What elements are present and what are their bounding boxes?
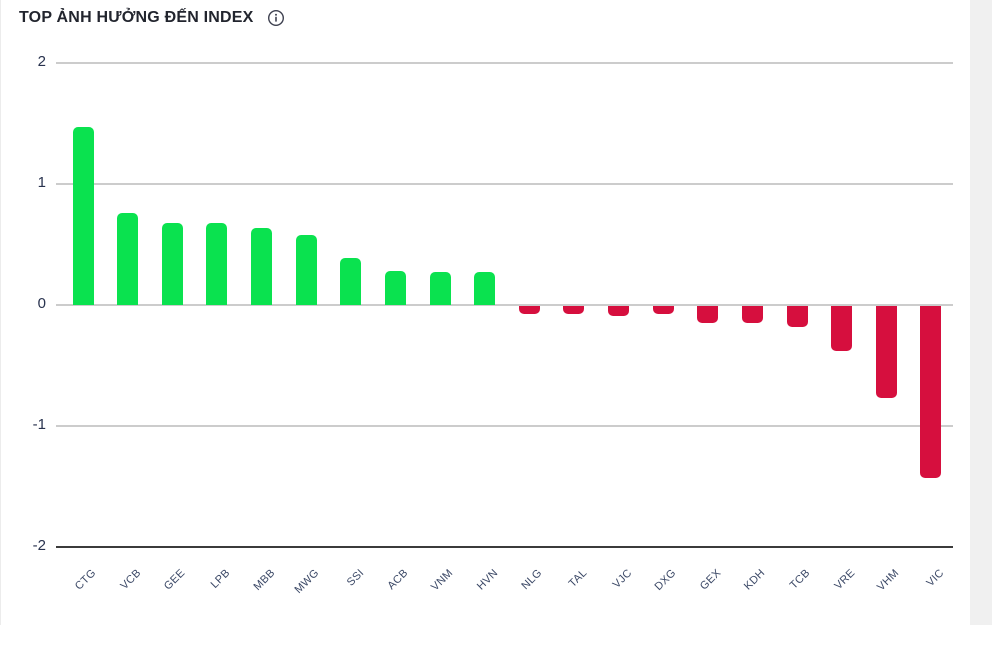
x-axis-label-vic: VIC (924, 567, 947, 590)
x-axis-label-mwg: MWG (292, 567, 322, 597)
x-axis-label-kdh: KDH (742, 567, 768, 593)
x-axis-label-tcb: TCB (787, 567, 813, 592)
y-axis-tick-label: 0 (37, 295, 46, 312)
gridline-y-2 (56, 62, 953, 64)
chart-title: TOP ẢNH HƯỞNG ĐẾN INDEX (19, 9, 254, 26)
bar-kdh[interactable] (741, 306, 763, 323)
bar-acb[interactable] (384, 271, 406, 305)
bar-gee[interactable] (161, 222, 183, 305)
chart-card: TOP ẢNH HƯỞNG ĐẾN INDEX 2 1 0 -1 -2 CTG VCB GEE… (0, 0, 992, 625)
y-axis-tick-label: -1 (32, 416, 46, 433)
x-axis-label-acb: ACB (385, 567, 411, 593)
bar-hvn[interactable] (474, 272, 496, 305)
bar-nlg[interactable] (518, 306, 540, 315)
bar-vic[interactable] (920, 306, 942, 478)
x-axis-label-vcb: VCB (117, 567, 144, 593)
bar-mbb[interactable] (251, 227, 273, 305)
x-axis-label-vhm: VHM (875, 567, 902, 594)
x-axis-label-gee: GEE (162, 567, 188, 593)
y-axis-tick-label: -2 (32, 537, 46, 554)
bar-tal[interactable] (563, 306, 585, 315)
bar-vcb[interactable] (117, 213, 139, 305)
bar-tcb[interactable] (786, 306, 808, 327)
bar-mwg[interactable] (295, 234, 317, 305)
gridline-y--1 (56, 425, 953, 427)
gridline-y--2 (56, 546, 953, 548)
x-axis-label-tal: TAL (566, 567, 590, 590)
gridline-y-0 (56, 304, 953, 306)
x-axis-label-vnm: VNM (429, 567, 456, 594)
bar-vnm[interactable] (429, 272, 451, 305)
bar-ctg[interactable] (72, 127, 94, 305)
bar-dxg[interactable] (652, 306, 674, 315)
x-axis-label-ctg: CTG (72, 567, 99, 593)
y-axis-tick-label: 1 (37, 174, 46, 191)
x-axis-label-nlg: NLG (519, 567, 545, 593)
bar-vre[interactable] (831, 306, 853, 351)
bar-vjc[interactable] (608, 306, 630, 316)
page-background-strip (970, 0, 992, 625)
bar-vhm[interactable] (875, 306, 897, 398)
chart-header: TOP ẢNH HƯỞNG ĐẾN INDEX (19, 9, 285, 27)
gridline-y-1 (56, 183, 953, 185)
x-axis-label-mbb: MBB (251, 567, 278, 593)
x-axis-label-ssi: SSI (344, 567, 367, 589)
x-axis-label-vre: VRE (832, 567, 858, 593)
x-axis-label-dxg: DXG (652, 567, 679, 593)
bar-chart: 2 1 0 -1 -2 CTG VCB GEE LPB MBB MWG SSI ACB VNM HVN NLG… (1, 0, 971, 625)
x-axis-label-hvn: HVN (474, 567, 501, 593)
bar-ssi[interactable] (340, 257, 362, 305)
x-axis-label-gex: GEX (697, 567, 724, 593)
y-axis-tick-label: 2 (37, 53, 46, 70)
x-axis-label-lpb: LPB (208, 567, 233, 591)
bar-gex[interactable] (697, 306, 719, 323)
bar-lpb[interactable] (206, 222, 228, 305)
x-axis-label-vjc: VJC (610, 567, 635, 591)
info-icon[interactable] (267, 9, 285, 27)
